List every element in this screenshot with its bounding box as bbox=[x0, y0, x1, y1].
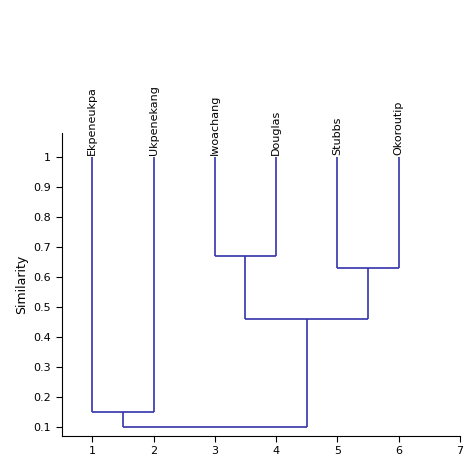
Text: Stubbs: Stubbs bbox=[332, 117, 342, 155]
Text: Ukpenekang: Ukpenekang bbox=[148, 85, 158, 155]
Y-axis label: Similarity: Similarity bbox=[15, 255, 28, 314]
Text: Ekpeneukpa: Ekpeneukpa bbox=[87, 86, 97, 155]
Text: Okoroutip: Okoroutip bbox=[393, 101, 403, 155]
Text: Iwoachang: Iwoachang bbox=[210, 95, 220, 155]
Text: Douglas: Douglas bbox=[271, 110, 281, 155]
